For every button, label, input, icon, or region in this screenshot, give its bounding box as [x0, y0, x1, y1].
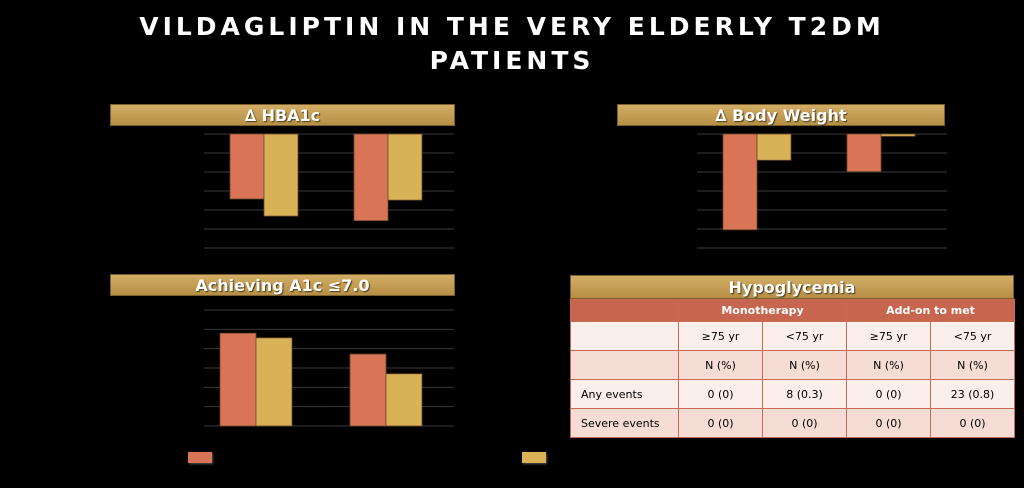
- table-cell: [570, 321, 679, 351]
- a1c-goal-chart-title: Achieving A1c ≤7.0: [110, 274, 455, 296]
- bar-series-2-group-2: [880, 133, 916, 137]
- page-title: VILDAGLIPTIN IN THE VERY ELDERLY T2DM PA…: [40, 10, 984, 78]
- a1c-goal-chart: [204, 309, 454, 427]
- body-weight-chart-title: ∆ Body Weight: [617, 104, 945, 126]
- table-cell: 0 (0): [930, 408, 1015, 438]
- table-row: Severe events 0 (0) 0 (0) 0 (0) 0 (0): [570, 408, 1015, 438]
- table-cell: [570, 350, 679, 380]
- legend-swatch-series-2: [522, 452, 546, 463]
- age-header: ≥75 yr: [846, 321, 931, 351]
- bar-series-2-group-1: [263, 133, 299, 217]
- group-header-empty: [570, 299, 679, 322]
- bar-series-1-group-1: [229, 133, 265, 200]
- group-header-monotherapy: Monotherapy: [678, 299, 847, 322]
- hypoglycemia-title: Hypoglycemia: [570, 275, 1014, 299]
- bar-series-1-group-2: [353, 133, 389, 222]
- table-cell: 23 (0.8): [930, 379, 1015, 409]
- hba1c-chart: [204, 133, 454, 249]
- bar-series-1-group-1: [722, 133, 758, 231]
- unit-header: N (%): [846, 350, 931, 380]
- unit-header: N (%): [930, 350, 1015, 380]
- title-line-1: VILDAGLIPTIN IN THE VERY ELDERLY T2DM: [139, 12, 885, 41]
- hba1c-chart-title: ∆ HBA1c: [110, 104, 455, 126]
- table-cell: 8 (0.3): [762, 379, 847, 409]
- body-weight-chart: [697, 133, 947, 249]
- bar-series-1-group-1: [219, 332, 257, 427]
- bar-series-2-group-2: [385, 373, 423, 427]
- table-cell: 0 (0): [762, 408, 847, 438]
- age-header: ≥75 yr: [678, 321, 763, 351]
- hypoglycemia-table: Hypoglycemia Monotherapy Add-on to met ≥…: [570, 275, 1015, 438]
- bar-series-2-group-1: [255, 337, 293, 427]
- bar-series-2-group-2: [387, 133, 423, 201]
- age-header: <75 yr: [762, 321, 847, 351]
- table-cell: 0 (0): [678, 379, 763, 409]
- unit-header: N (%): [678, 350, 763, 380]
- title-line-2: PATIENTS: [429, 46, 595, 75]
- table-cell: 0 (0): [678, 408, 763, 438]
- table-cell: 0 (0): [846, 379, 931, 409]
- age-header: <75 yr: [930, 321, 1015, 351]
- bar-series-1-group-2: [846, 133, 882, 173]
- table-cell: 0 (0): [846, 408, 931, 438]
- bar-series-1-group-2: [349, 353, 387, 427]
- legend-swatch-series-1: [188, 452, 212, 463]
- group-header-add-on: Add-on to met: [846, 299, 1015, 322]
- row-label: Any events: [570, 379, 679, 409]
- row-label: Severe events: [570, 408, 679, 438]
- unit-header: N (%): [762, 350, 847, 380]
- table-row: Any events 0 (0) 8 (0.3) 0 (0) 23 (0.8): [570, 379, 1015, 409]
- bar-series-2-group-1: [756, 133, 792, 161]
